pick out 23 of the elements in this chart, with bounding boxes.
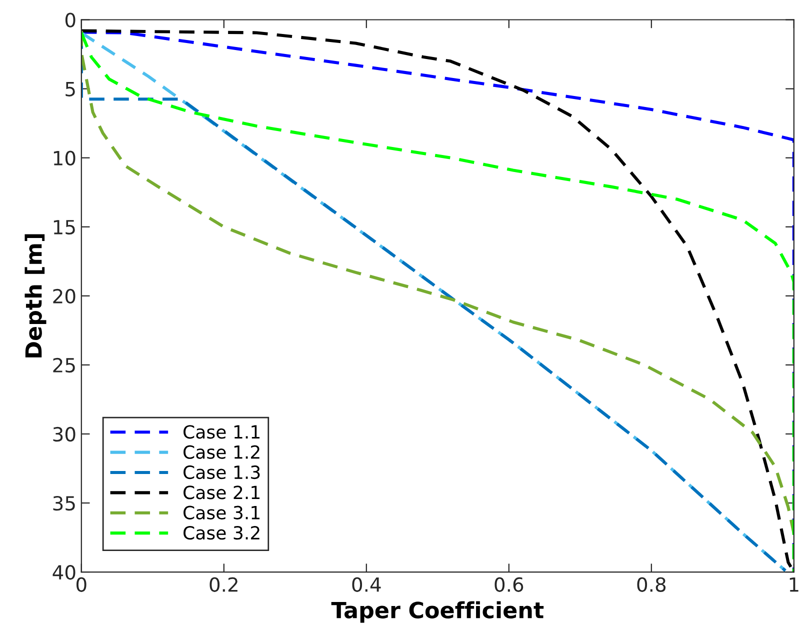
y-tick-label: 15	[54, 220, 75, 235]
y-tick-label: 0	[65, 12, 76, 28]
x-tick-label: 1	[790, 577, 798, 592]
y-tick-label: 35	[53, 496, 75, 511]
legend-label: Case 3.2	[184, 526, 260, 540]
y-tick-label: 20	[53, 288, 76, 304]
y-tick-label: 30	[53, 426, 76, 442]
legend-label: Case 3.1	[184, 506, 260, 520]
x-tick-label: 0.6	[494, 577, 524, 592]
x-tick-label: 0	[76, 577, 86, 592]
y-tick-label: 10	[54, 150, 76, 166]
x-tick-label: 0.8	[637, 577, 666, 592]
x-tick-label: 0.4	[352, 577, 381, 592]
y-tick-label: 25	[53, 358, 75, 373]
x-tick-label: 0.2	[210, 577, 238, 592]
x-axis-title: Taper Coefficient	[331, 601, 544, 623]
y-tick-label: 5	[66, 82, 75, 96]
y-tick-label: 40	[52, 564, 76, 580]
y-axis-title: Depth [m]	[24, 234, 46, 358]
legend-label: Case 1.1	[184, 425, 260, 439]
legend-label: Case 1.2	[184, 445, 260, 459]
legend-label: Case 2.1	[184, 486, 260, 500]
legend-label: Case 1.3	[184, 465, 260, 480]
